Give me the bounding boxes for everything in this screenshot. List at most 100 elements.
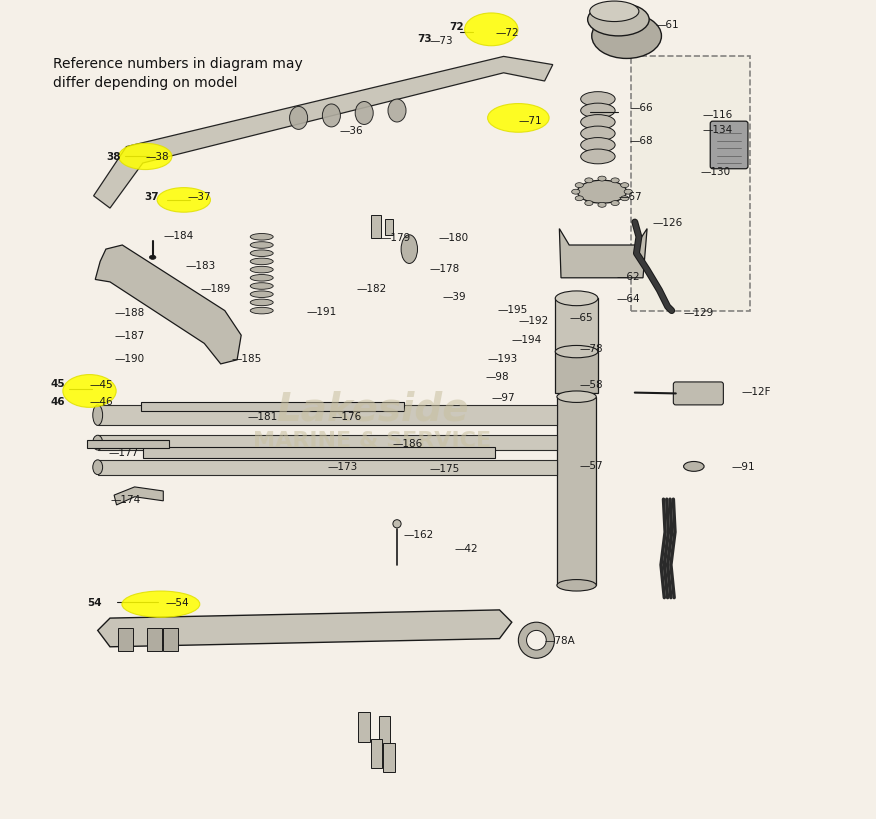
Ellipse shape: [581, 104, 615, 119]
Ellipse shape: [557, 580, 597, 591]
Text: —183: —183: [186, 261, 215, 271]
Text: —46: —46: [89, 396, 113, 406]
Text: —36: —36: [340, 126, 364, 136]
Text: —162: —162: [404, 529, 434, 539]
Ellipse shape: [585, 201, 593, 206]
Bar: [141, 402, 404, 412]
Bar: [118, 628, 133, 651]
Text: —65: —65: [569, 313, 593, 323]
Text: 45: 45: [50, 378, 65, 388]
Polygon shape: [98, 610, 512, 647]
Bar: [385, 219, 393, 236]
Ellipse shape: [611, 179, 619, 183]
Text: —177: —177: [109, 447, 138, 457]
Ellipse shape: [592, 14, 661, 59]
Bar: [87, 441, 169, 449]
Ellipse shape: [581, 127, 615, 142]
Bar: [631, 57, 750, 311]
Ellipse shape: [590, 2, 639, 22]
Ellipse shape: [488, 104, 549, 133]
Ellipse shape: [251, 283, 273, 290]
Ellipse shape: [611, 201, 619, 206]
Text: —180: —180: [438, 233, 468, 242]
Bar: [383, 743, 394, 772]
Text: —72: —72: [496, 28, 519, 38]
FancyBboxPatch shape: [674, 382, 724, 405]
FancyBboxPatch shape: [710, 122, 748, 170]
Ellipse shape: [581, 93, 615, 107]
Text: —185: —185: [231, 354, 262, 364]
Text: —62: —62: [617, 272, 640, 282]
Ellipse shape: [251, 300, 273, 306]
Bar: [98, 436, 557, 450]
Ellipse shape: [251, 242, 273, 249]
Ellipse shape: [251, 292, 273, 298]
Ellipse shape: [251, 308, 273, 314]
Text: Lakeside: Lakeside: [276, 391, 469, 428]
Ellipse shape: [581, 150, 615, 165]
Text: 54: 54: [88, 597, 102, 607]
Ellipse shape: [555, 346, 598, 359]
Text: —116: —116: [702, 110, 732, 120]
Ellipse shape: [251, 234, 273, 241]
Ellipse shape: [401, 236, 418, 265]
Text: —129: —129: [684, 308, 714, 318]
Ellipse shape: [585, 179, 593, 183]
Text: —98: —98: [485, 372, 509, 382]
Text: —38: —38: [145, 152, 169, 162]
Ellipse shape: [620, 197, 629, 201]
Bar: [98, 405, 557, 426]
Text: —176: —176: [331, 411, 362, 421]
Ellipse shape: [572, 190, 580, 195]
Ellipse shape: [581, 138, 615, 153]
Text: —173: —173: [328, 462, 357, 472]
Text: MARINE & SERVICE: MARINE & SERVICE: [253, 431, 491, 450]
Ellipse shape: [581, 115, 615, 130]
Text: —67: —67: [618, 192, 642, 201]
Ellipse shape: [577, 181, 626, 204]
Ellipse shape: [251, 275, 273, 282]
Ellipse shape: [588, 4, 649, 37]
Text: —188: —188: [114, 308, 145, 318]
Bar: [371, 739, 382, 768]
Ellipse shape: [576, 197, 583, 201]
Bar: [379, 716, 391, 745]
Text: —37: —37: [187, 192, 211, 201]
Circle shape: [526, 631, 547, 650]
Text: —68: —68: [629, 136, 653, 146]
Ellipse shape: [251, 251, 273, 257]
Bar: [163, 628, 178, 651]
Text: —126: —126: [653, 218, 683, 228]
Bar: [555, 299, 598, 352]
Ellipse shape: [683, 462, 704, 472]
Ellipse shape: [93, 405, 102, 426]
Text: —54: —54: [166, 597, 189, 607]
Ellipse shape: [251, 259, 273, 265]
Text: Reference numbers in diagram may
differ depending on model: Reference numbers in diagram may differ …: [53, 57, 302, 90]
Ellipse shape: [150, 256, 156, 260]
Ellipse shape: [251, 267, 273, 274]
Bar: [557, 397, 597, 586]
Ellipse shape: [557, 391, 597, 403]
Bar: [371, 216, 380, 239]
Polygon shape: [560, 229, 647, 278]
Text: —175: —175: [430, 464, 460, 473]
Ellipse shape: [93, 460, 102, 475]
Text: —78: —78: [579, 343, 603, 353]
Bar: [555, 352, 598, 393]
Text: —182: —182: [356, 283, 386, 293]
Ellipse shape: [555, 292, 598, 306]
Text: —178: —178: [430, 264, 460, 274]
Ellipse shape: [355, 102, 373, 125]
Ellipse shape: [63, 375, 117, 408]
Text: —64: —64: [617, 294, 640, 304]
Text: —190: —190: [114, 354, 145, 364]
Bar: [147, 628, 162, 651]
Text: —195: —195: [497, 305, 527, 314]
Text: —71: —71: [519, 116, 542, 126]
Text: 46: 46: [50, 396, 65, 406]
Text: —61: —61: [655, 20, 679, 29]
Bar: [358, 713, 370, 742]
Text: 37: 37: [145, 192, 159, 201]
Ellipse shape: [122, 591, 200, 618]
